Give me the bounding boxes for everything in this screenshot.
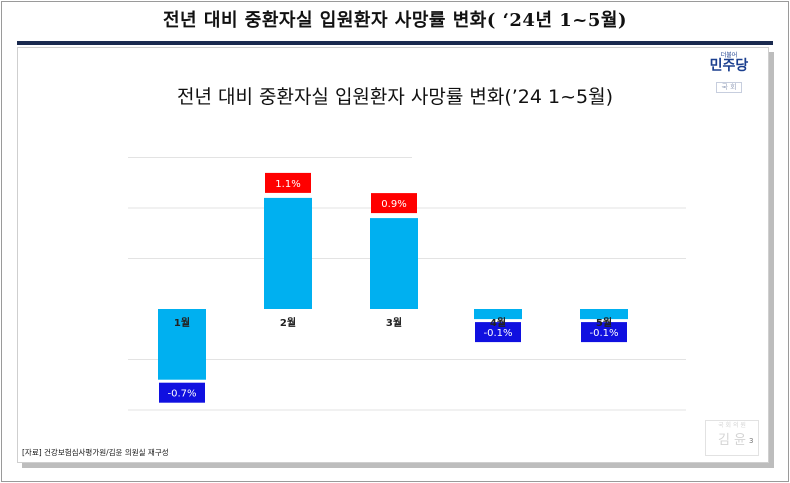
chart-title: 전년 대비 중환자실 입원환자 사망률 변화(’24 1~5월) [176,86,614,108]
bar-2 [264,197,312,309]
bars [158,197,628,380]
page-number: 3 [749,437,754,445]
data-label: -0.1% [483,328,512,339]
page-title: 전년 대비 중환자실 입원환자 사망률 변화( ‘24년 1~5월) [163,10,627,31]
data-label-box [581,322,627,343]
data-label: -0.7% [167,389,196,400]
category-label: 2월 [280,317,296,329]
bar-3 [370,218,418,309]
category-label: 1월 [174,317,190,329]
data-label-box [475,322,521,343]
logo-small-text: 더불어 [720,52,738,59]
title-divider [17,41,773,45]
party-logo: 더불어 민주당 국 회 [700,52,758,93]
category-label: 3월 [386,317,402,329]
logo-box-text: 국 회 [716,82,742,93]
logo-main-text: 민주당 [709,58,749,74]
category-label: 5월 [596,317,612,329]
category-labels: 1월 2월 3월 4월 5월 [174,317,612,329]
data-label: 1.1% [275,179,300,190]
data-label: 0.9% [381,199,406,210]
data-label-box [371,193,417,214]
stamp-name-text: 김 윤 [717,433,747,448]
bar-4 [474,309,522,320]
source-note: [자료] 건강보험심사평가원/김윤 의원실 재구성 [22,448,169,457]
data-labels: -0.7% 1.1% 0.9% -0.1% -0.1% [159,172,627,403]
bar-5 [580,309,628,320]
data-label-box [159,382,205,403]
category-label: 4월 [490,317,506,329]
data-label-box [265,172,311,193]
stamp-small-text: 국 회 의 원 [718,422,746,429]
bar-1 [158,309,206,380]
data-label: -0.1% [589,328,618,339]
seal-stamp: 국 회 의 원 김 윤 [705,420,759,456]
